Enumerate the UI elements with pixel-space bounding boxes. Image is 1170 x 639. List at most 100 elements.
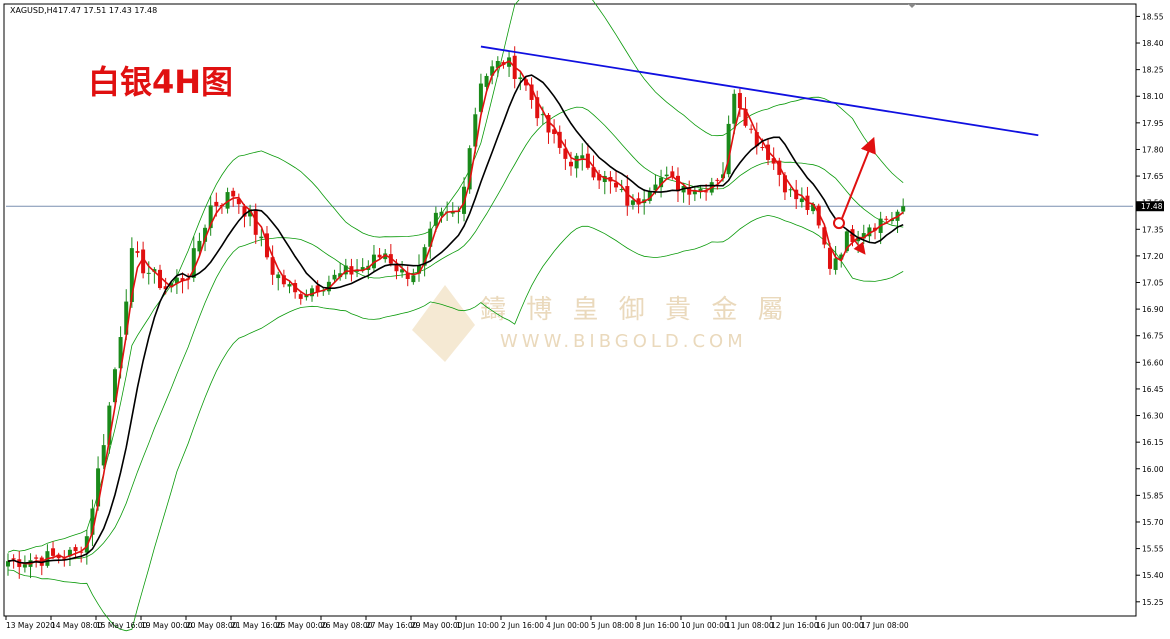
candle [208,196,213,236]
time-tick-label: 4 Jun 00:00 [546,621,589,630]
candle [630,194,635,210]
bollinger-lower [7,214,904,632]
candle-body [411,275,416,283]
candle-body [816,205,821,226]
price-tick-label: 17.05 [1142,279,1164,288]
plot-frame [3,3,1137,617]
candle [101,434,106,470]
candle [833,245,838,275]
time-tick-label: 15 May 16:00 [96,621,148,630]
candle-body [383,253,388,260]
time-tick-label: 17 Jun 08:00 [861,621,909,630]
candle-body [56,554,61,559]
candle [816,203,821,229]
candle-body [112,369,117,403]
candle-body [315,285,320,293]
candle-body [884,218,889,220]
candle [484,73,489,91]
time-tick-label: 16 Jun 00:00 [816,621,864,630]
candle [754,122,759,155]
candle-body [214,201,219,207]
candle-body [771,158,776,164]
arrow-annotations [832,136,876,255]
candle-body [495,60,500,68]
candle [552,119,557,144]
watermark: 鑄 博 皇 御 貴 金 屬 WWW.BIBGOLD.COM [412,285,784,362]
candle-body [844,231,849,252]
price-tick-label: 15.40 [1142,571,1164,580]
candle-body [670,171,675,177]
candle [152,267,157,284]
price-tick-label: 16.00 [1142,465,1164,474]
candle-body [799,198,804,203]
candle-body [326,281,331,292]
candle-body [574,155,579,169]
candle-body [101,445,106,466]
candle [563,139,568,170]
candle [197,232,202,257]
candle-body [782,175,787,193]
price-tick-label: 16.90 [1142,305,1164,314]
candle-body [867,227,872,237]
candle [788,187,793,198]
candle-body [90,508,95,535]
candle-body [62,558,67,560]
candle-body [135,251,140,253]
candle-body [433,212,438,226]
shift-marker-icon [908,4,916,8]
candle [670,165,675,180]
candle [704,184,709,201]
candle-body [529,84,534,100]
candle-body [850,229,855,243]
candle-body [197,240,202,252]
candle [625,175,630,216]
price-tick-label: 16.30 [1142,412,1164,421]
candle-body [659,177,664,188]
candle-body [692,191,697,195]
candle-body [861,233,866,239]
candle [79,546,84,563]
current-price-box [1136,201,1164,212]
candle-body [270,257,275,275]
candle [737,88,742,118]
candle-body [118,337,123,369]
candle-body [597,174,602,181]
candle-body [732,93,737,124]
candle [231,187,236,207]
candle-body [478,83,483,112]
candle-body [416,265,421,274]
candle-body [355,270,360,272]
candle-body [788,189,793,191]
candle-body [484,75,489,87]
candle [732,89,737,135]
candle [6,553,10,576]
watermark-logo-icon [412,285,475,362]
candle-body [51,548,56,556]
candle [771,147,776,170]
price-tick-label: 16.75 [1142,332,1164,341]
price-tick-label: 17.80 [1142,145,1164,154]
candle [433,206,438,232]
candle [799,187,804,208]
candle [647,187,652,204]
time-tick-label: 2 Jun 16:00 [501,621,544,630]
candle-body [546,114,551,133]
candle-body [84,536,89,553]
candle-body [563,148,568,159]
candle-body [152,269,157,272]
resistance-trendline [480,45,1039,137]
time-tick-label: 1 Jun 10:00 [456,621,499,630]
candle [298,290,303,305]
time-tick-label: 20 May 08:00 [186,621,238,630]
candle [73,544,78,560]
candle [557,125,562,154]
candle-body [439,211,444,216]
candle [597,169,602,189]
candle-body [107,405,112,445]
candle [315,280,320,297]
price-tick-label: 15.55 [1142,545,1164,554]
candle-body [625,186,630,206]
candle-body [535,97,540,119]
candle-body [191,248,196,278]
candle [191,236,196,282]
